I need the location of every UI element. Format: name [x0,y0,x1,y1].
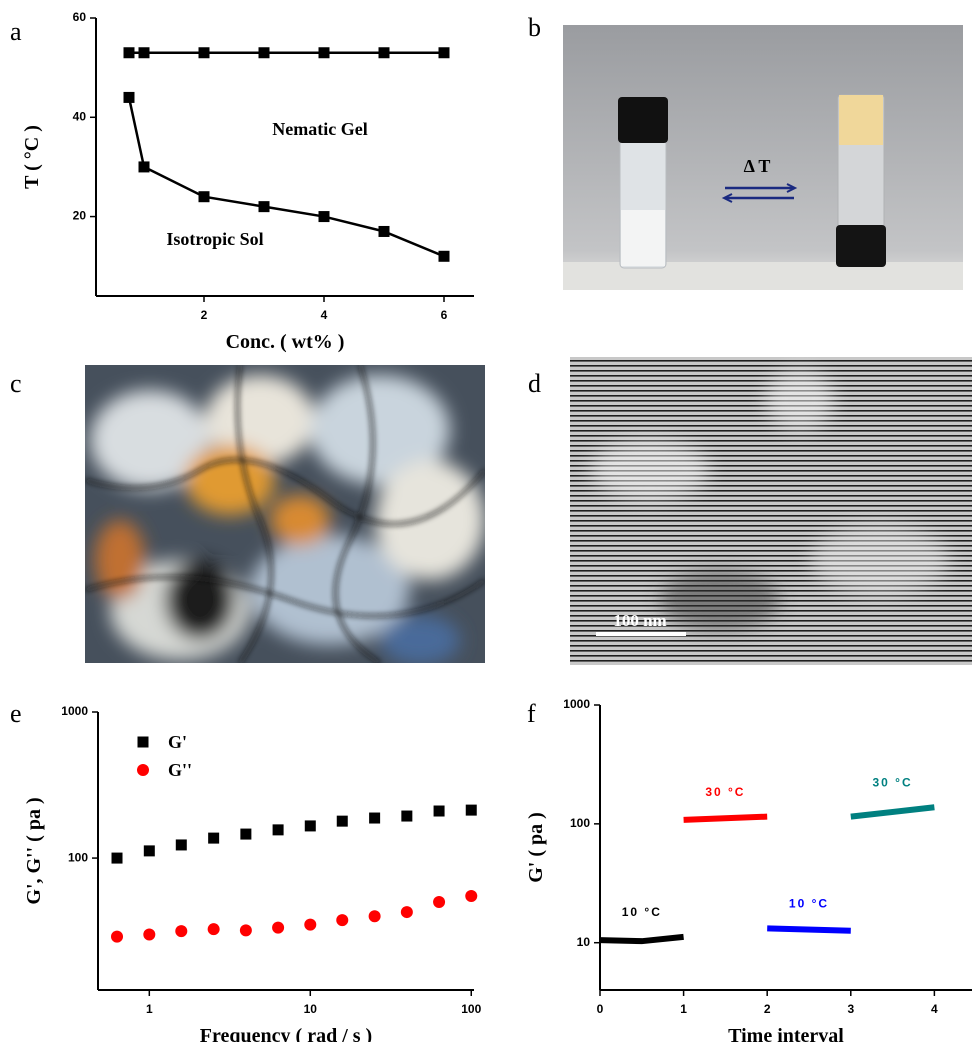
x-tick-label: 6 [441,308,448,322]
marker [208,833,219,844]
series-line [600,937,684,941]
series-line [767,928,851,930]
marker [434,806,445,817]
y-axis-label: G' ( pa ) [525,812,547,883]
marker [319,47,330,58]
marker [369,813,380,824]
marker [304,919,316,931]
x-axis-label: Conc. ( wt% ) [226,331,345,353]
x-tick-label: 4 [931,1002,938,1016]
series-line [851,807,935,816]
marker [273,824,284,835]
photo-texture [85,365,485,665]
marker [176,839,187,850]
legend-marker [138,737,149,748]
annotation: Isotropic Sol [166,229,263,249]
marker [124,92,135,103]
marker [139,161,150,172]
panel-label: a [10,17,22,46]
x-tick-label: 10 [304,1002,318,1016]
x-tick-label: 3 [847,1002,854,1016]
marker [259,201,270,212]
x-tick-label: 100 [461,1002,481,1016]
marker [433,896,445,908]
marker [143,928,155,940]
marker [240,829,251,840]
marker [305,820,316,831]
y-tick-label: 1000 [61,704,88,718]
legend-label: G'' [168,760,192,780]
marker [144,845,155,856]
y-tick-label: 60 [73,10,87,24]
panel-label: e [10,699,22,728]
y-tick-label: 10 [577,935,591,949]
x-tick-label: 1 [146,1002,153,1016]
marker [439,47,450,58]
legend-label: G' [168,732,187,752]
y-tick-label: 1000 [563,697,590,711]
panel-label: b [528,13,541,42]
photo-vials: Δ T [563,25,963,290]
marker [401,906,413,918]
marker [240,924,252,936]
x-tick-label: 4 [321,308,328,322]
marker [379,47,390,58]
marker [439,251,450,262]
marker [112,853,123,864]
x-tick-label: 2 [764,1002,771,1016]
series-label: 10 °C [789,897,829,911]
x-tick-label: 2 [201,308,208,322]
marker [139,47,150,58]
y-tick-label: 40 [73,109,87,123]
delta-t-label: Δ T [744,156,771,176]
marker [175,925,187,937]
marker [466,805,477,816]
scale-bar-label: 100 nm [613,611,666,630]
x-tick-label: 1 [680,1002,687,1016]
marker [208,923,220,935]
marker [379,226,390,237]
marker [369,910,381,922]
photo-tem: 100 nm [570,357,972,665]
marker [259,47,270,58]
marker [272,922,284,934]
x-tick-label: 0 [597,1002,604,1016]
y-axis-label: T ( °C ) [21,125,43,189]
annotation: Nematic Gel [272,119,367,139]
marker [124,47,135,58]
marker [337,816,348,827]
marker [401,811,412,822]
series-label: 30 °C [705,785,745,799]
series-line [684,817,768,820]
panel-label: c [10,369,22,398]
y-tick-label: 100 [68,850,88,864]
panel-label: f [527,699,536,728]
y-tick-label: 100 [570,816,590,830]
y-axis-label: G', G'' ( pa ) [23,797,45,904]
panel-label: d [528,369,541,398]
figure: Δ T b [0,0,974,1042]
marker [465,890,477,902]
series-label: 10 °C [622,905,662,919]
x-axis-label: Frequency ( rad / s ) [200,1025,372,1042]
marker [199,47,210,58]
y-tick-label: 20 [73,209,87,223]
series-label: 30 °C [873,775,913,789]
marker [319,211,330,222]
marker [111,931,123,943]
marker [336,914,348,926]
x-axis-label: Time interval [728,1025,844,1042]
marker [199,191,210,202]
legend-marker [137,764,149,776]
